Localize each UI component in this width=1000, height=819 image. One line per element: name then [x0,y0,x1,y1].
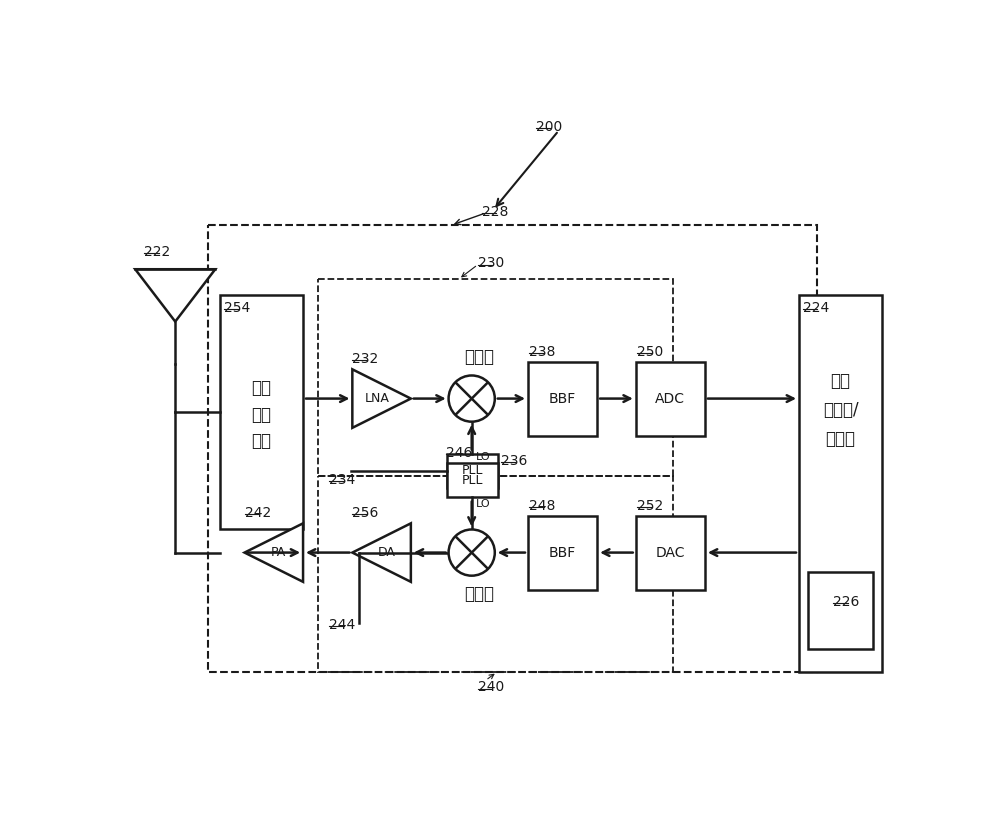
Text: LNA: LNA [365,392,389,405]
Text: 混频器: 混频器 [464,585,494,603]
Text: 240: 240 [478,681,504,695]
Text: 230: 230 [478,256,504,270]
Text: 224: 224 [803,301,829,314]
Text: DA: DA [377,546,395,559]
Text: 222: 222 [144,245,171,259]
Text: 处理器/: 处理器/ [823,400,858,419]
Text: 246: 246 [446,446,472,460]
Text: 控制器: 控制器 [826,430,856,448]
Text: BBF: BBF [549,391,576,405]
Bar [318,476,673,672]
Text: 228: 228 [482,205,508,219]
Polygon shape [352,523,411,581]
Text: 天线: 天线 [251,379,271,397]
Text: 232: 232 [352,352,379,366]
Text: PA: PA [271,546,286,559]
Text: 混频器: 混频器 [464,348,494,366]
Text: 236: 236 [501,454,527,468]
Text: 252: 252 [637,499,663,513]
Bar [447,464,498,497]
Polygon shape [135,269,215,322]
Text: 256: 256 [352,506,379,520]
Text: 226: 226 [833,595,860,609]
Bar [808,572,873,649]
Polygon shape [245,523,303,581]
Text: PLL: PLL [462,473,483,486]
Text: DAC: DAC [656,545,685,559]
Text: 244: 244 [329,618,355,632]
Text: 248: 248 [529,499,556,513]
Text: 250: 250 [637,345,663,359]
Bar [528,362,597,436]
Text: 254: 254 [224,301,250,314]
Bar [318,279,673,476]
Bar [636,516,705,590]
Bar [208,225,817,672]
Text: 238: 238 [529,345,556,359]
Bar [799,295,882,672]
Polygon shape [352,369,411,428]
Text: PLL: PLL [462,464,483,477]
Bar [447,454,498,488]
Text: 接口: 接口 [251,405,271,423]
Bar [636,362,705,436]
Text: BBF: BBF [549,545,576,559]
Text: ADC: ADC [655,391,685,405]
Text: 数据: 数据 [831,372,851,390]
Bar [220,295,303,529]
Text: 200: 200 [536,120,562,133]
Text: 电路: 电路 [251,432,271,450]
Text: LO: LO [476,452,490,463]
Text: LO: LO [476,499,490,509]
Text: 242: 242 [245,506,271,520]
Text: 234: 234 [329,473,355,486]
Bar [528,516,597,590]
